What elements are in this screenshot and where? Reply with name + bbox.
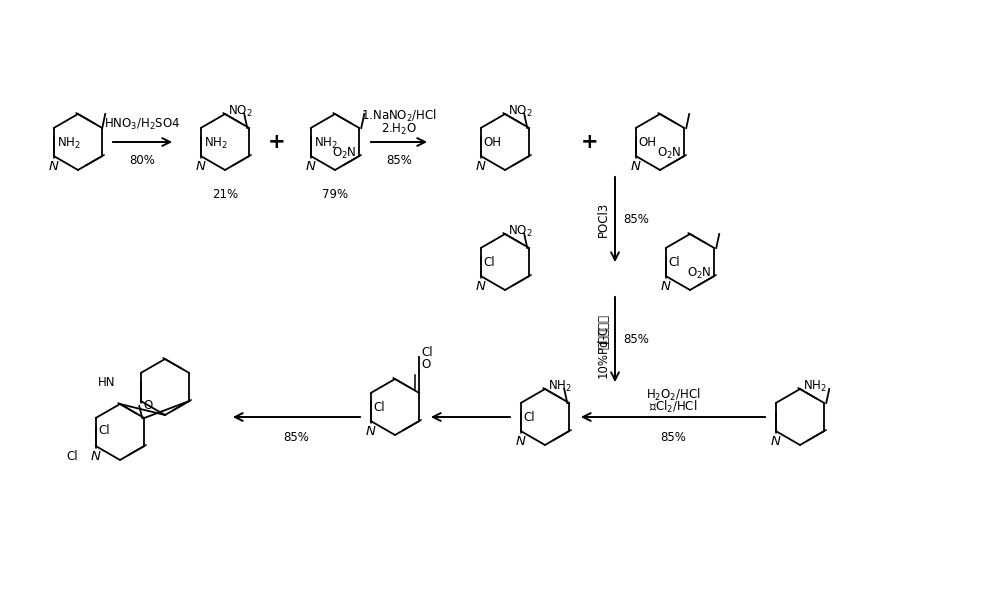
Text: HNO$_3$/H$_2$SO4: HNO$_3$/H$_2$SO4 xyxy=(104,117,181,132)
Text: Cl: Cl xyxy=(484,256,495,269)
Text: +: + xyxy=(268,132,286,152)
Text: 85%: 85% xyxy=(386,154,412,167)
Text: O$_2$N: O$_2$N xyxy=(332,146,356,161)
Text: Cl: Cl xyxy=(99,424,110,437)
Text: N: N xyxy=(49,160,59,173)
Text: 85%: 85% xyxy=(623,333,649,346)
Text: N: N xyxy=(771,435,781,448)
Text: 10%Pd-C: 10%Pd-C xyxy=(597,325,610,378)
Text: N: N xyxy=(306,160,316,173)
Text: N: N xyxy=(366,425,376,438)
Text: POCl3: POCl3 xyxy=(597,202,610,237)
Text: O$_2$N: O$_2$N xyxy=(657,146,681,161)
Text: N: N xyxy=(516,435,526,448)
Text: 80%: 80% xyxy=(130,154,155,167)
Text: 85%: 85% xyxy=(660,431,686,444)
Text: Cl: Cl xyxy=(66,450,78,463)
Text: 21%: 21% xyxy=(212,188,238,201)
Text: NH$_2$: NH$_2$ xyxy=(314,136,338,151)
Text: N: N xyxy=(196,160,206,173)
Text: 79%: 79% xyxy=(322,188,348,201)
Text: 或Cl$_2$/HCl: 或Cl$_2$/HCl xyxy=(649,399,697,415)
Text: HN: HN xyxy=(98,376,115,389)
Text: O$_2$N: O$_2$N xyxy=(687,265,711,281)
Text: 1.NaNO$_2$/HCl: 1.NaNO$_2$/HCl xyxy=(361,108,437,124)
Text: 85%: 85% xyxy=(284,431,309,444)
Text: NO$_2$: NO$_2$ xyxy=(508,223,533,238)
Text: NO$_2$: NO$_2$ xyxy=(228,104,253,119)
Text: O: O xyxy=(421,358,430,371)
Text: Cl: Cl xyxy=(524,411,535,424)
Text: NH$_2$: NH$_2$ xyxy=(548,379,572,394)
Text: +: + xyxy=(581,132,599,152)
Text: O: O xyxy=(143,399,153,412)
Text: N: N xyxy=(476,160,486,173)
Text: NH$_2$: NH$_2$ xyxy=(204,136,228,151)
Text: N: N xyxy=(476,280,486,293)
Text: N: N xyxy=(631,160,641,173)
Text: N: N xyxy=(91,450,101,463)
Text: OH: OH xyxy=(484,136,502,149)
Text: Cl: Cl xyxy=(421,346,433,359)
Text: Cl: Cl xyxy=(374,401,385,414)
Text: NH$_2$: NH$_2$ xyxy=(803,379,827,394)
Text: NO$_2$: NO$_2$ xyxy=(508,104,533,119)
Text: 雷鲶镕或者: 雷鲶镕或者 xyxy=(597,314,610,349)
Text: 85%: 85% xyxy=(623,213,649,226)
Text: N: N xyxy=(661,280,671,293)
Text: OH: OH xyxy=(639,136,657,149)
Text: Cl: Cl xyxy=(669,256,680,269)
Text: 2.H$_2$O: 2.H$_2$O xyxy=(381,122,417,137)
Text: H$_2$O$_2$/HCl: H$_2$O$_2$/HCl xyxy=(646,387,700,403)
Text: NH$_2$: NH$_2$ xyxy=(57,136,81,151)
